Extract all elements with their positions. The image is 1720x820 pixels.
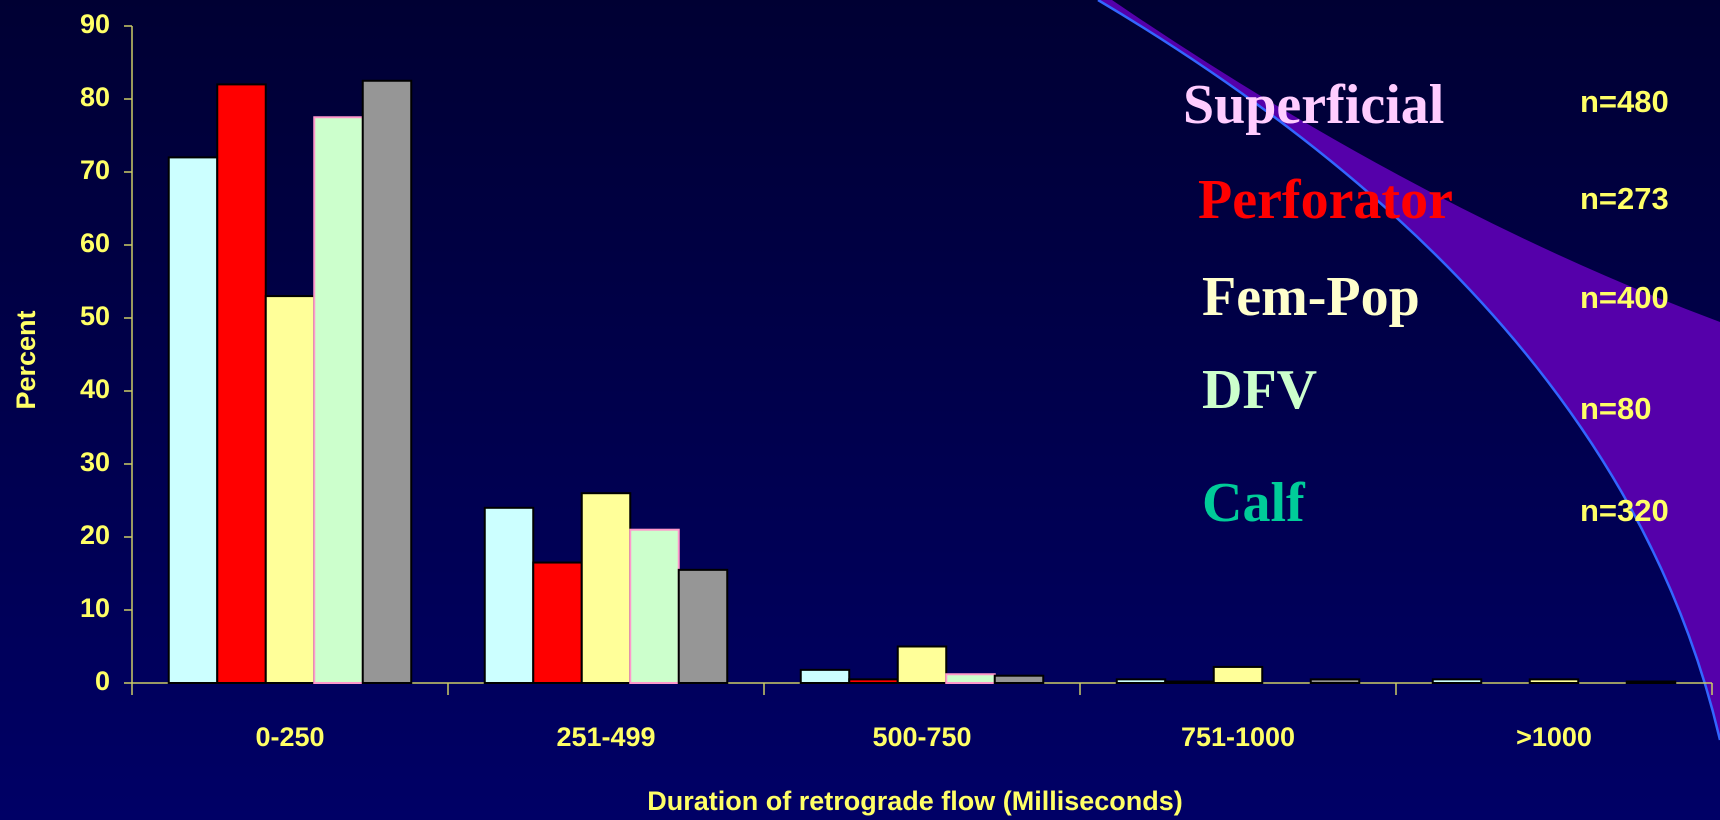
bar — [1530, 679, 1579, 683]
bar — [266, 296, 315, 683]
bar — [582, 493, 631, 683]
bar — [217, 84, 266, 683]
legend-label: Perforator — [1198, 169, 1453, 231]
legend-note: n=320 — [1580, 493, 1669, 528]
bar — [801, 670, 850, 683]
bar — [485, 508, 534, 683]
bar — [995, 676, 1044, 683]
bar — [533, 563, 582, 683]
legend-label: Calf — [1202, 472, 1306, 534]
y-axis-title: Percent — [11, 310, 41, 409]
page: Percent Duration of retrograde flow (Mil… — [0, 0, 1720, 820]
bar — [1433, 679, 1482, 683]
bar — [946, 674, 995, 683]
chart: Percent Duration of retrograde flow (Mil… — [0, 0, 1720, 820]
legend-note: n=273 — [1580, 181, 1669, 216]
legend-note: n=400 — [1580, 280, 1669, 315]
bar — [169, 157, 218, 683]
y-tick-label: 60 — [80, 228, 110, 258]
x-axis-title: Duration of retrograde flow (Millisecond… — [647, 786, 1183, 816]
y-tick-label: 70 — [80, 155, 110, 185]
bar — [1117, 679, 1166, 683]
bar — [679, 570, 728, 683]
x-tick-label: 0-250 — [255, 722, 324, 752]
y-tick-label: 20 — [80, 520, 110, 550]
bar — [1627, 682, 1676, 683]
bar — [898, 647, 947, 684]
x-tick-label: 751-1000 — [1181, 722, 1295, 752]
bar — [314, 117, 363, 683]
bar — [849, 679, 898, 683]
y-tick-label: 40 — [80, 374, 110, 404]
y-tick-label: 0 — [95, 666, 110, 696]
y-tick-label: 10 — [80, 593, 110, 623]
bar — [1214, 667, 1263, 683]
bar — [630, 530, 679, 683]
legend-label: Fem-Pop — [1202, 266, 1420, 328]
legend-label: Superficial — [1183, 74, 1444, 136]
x-tick-label: 251-499 — [556, 722, 655, 752]
bar — [1165, 682, 1214, 683]
x-tick-label: >1000 — [1516, 722, 1592, 752]
legend-note: n=80 — [1580, 391, 1652, 426]
x-tick-label: 500-750 — [872, 722, 971, 752]
y-tick-label: 80 — [80, 82, 110, 112]
legend-label: DFV — [1202, 359, 1317, 421]
y-tick-label: 50 — [80, 301, 110, 331]
legend-note: n=480 — [1580, 84, 1669, 119]
bar — [363, 81, 412, 683]
y-tick-label: 90 — [80, 9, 110, 39]
bar — [1311, 679, 1360, 683]
y-tick-label: 30 — [80, 447, 110, 477]
